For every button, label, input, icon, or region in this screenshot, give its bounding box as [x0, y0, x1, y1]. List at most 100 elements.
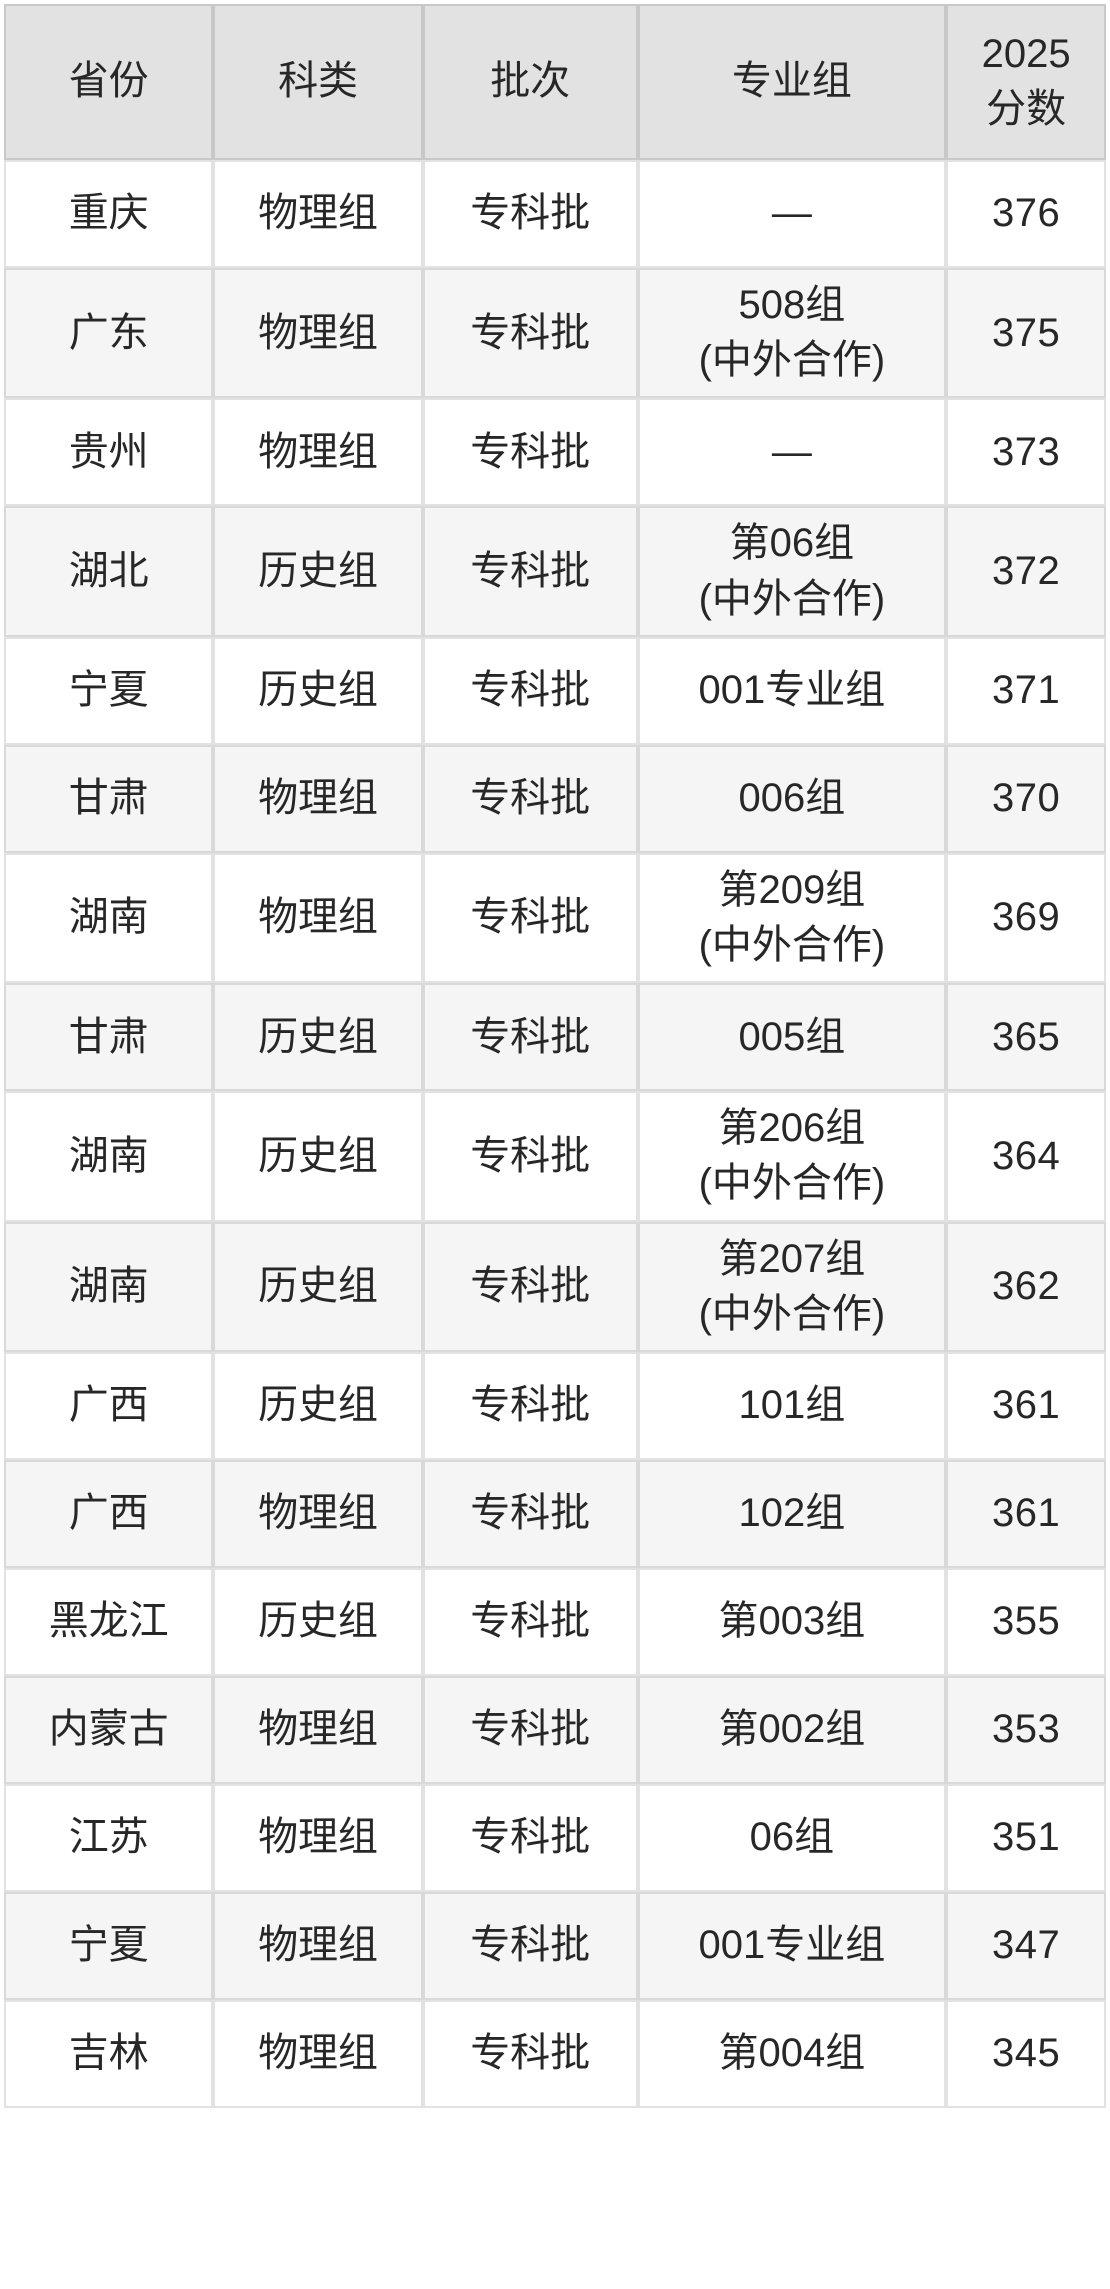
cell-category: 历史组: [213, 1351, 423, 1460]
cell-group: 第004组: [637, 1999, 947, 2108]
cell-province: 江苏: [4, 1783, 214, 1892]
table-row: 甘肃 历史组 专科批 005组 365: [4, 983, 1106, 1092]
cell-category: 物理组: [213, 1459, 423, 1568]
cell-category: 物理组: [213, 1675, 423, 1784]
cell-batch: 专科批: [422, 1999, 638, 2108]
cell-score: 351: [946, 1783, 1106, 1892]
table-row: 内蒙古 物理组 专科批 第002组 353: [4, 1675, 1106, 1784]
cell-province: 重庆: [4, 160, 214, 268]
cell-province: 宁夏: [4, 636, 214, 745]
cell-province: 广西: [4, 1459, 214, 1568]
cell-batch: 专科批: [422, 1567, 638, 1676]
cell-province: 黑龙江: [4, 1567, 214, 1676]
cell-group: —: [637, 160, 947, 268]
table-header: 省份 科类 批次 专业组 2025 分数: [4, 4, 1106, 160]
table-row: 湖南 历史组 专科批 第206组 (中外合作) 364: [4, 1091, 1106, 1222]
cell-score: 361: [946, 1459, 1106, 1568]
header-category: 科类: [213, 4, 423, 160]
cell-group: 001专业组: [637, 1891, 947, 2000]
cell-batch: 专科批: [422, 983, 638, 1092]
cell-province: 内蒙古: [4, 1675, 214, 1784]
cell-group: 508组 (中外合作): [637, 268, 947, 399]
table-row: 宁夏 历史组 专科批 001专业组 371: [4, 636, 1106, 745]
cell-batch: 专科批: [422, 398, 638, 507]
cell-score: 376: [946, 160, 1106, 268]
cell-category: 物理组: [213, 398, 423, 507]
cell-category: 物理组: [213, 1999, 423, 2108]
cell-group: 06组: [637, 1783, 947, 1892]
table-row: 宁夏 物理组 专科批 001专业组 347: [4, 1891, 1106, 2000]
cell-group: —: [637, 398, 947, 507]
table-row: 湖北 历史组 专科批 第06组 (中外合作) 372: [4, 506, 1106, 637]
cell-score: 375: [946, 268, 1106, 399]
cell-batch: 专科批: [422, 1459, 638, 1568]
header-row: 省份 科类 批次 专业组 2025 分数: [4, 4, 1106, 160]
cell-score: 362: [946, 1221, 1106, 1352]
cell-category: 物理组: [213, 268, 423, 399]
cell-batch: 专科批: [422, 1675, 638, 1784]
table-row: 甘肃 物理组 专科批 006组 370: [4, 744, 1106, 853]
header-score: 2025 分数: [946, 4, 1106, 160]
cell-group: 102组: [637, 1459, 947, 1568]
cell-batch: 专科批: [422, 1891, 638, 2000]
table-row: 广西 历史组 专科批 101组 361: [4, 1351, 1106, 1460]
cell-group: 101组: [637, 1351, 947, 1460]
cell-group: 第206组 (中外合作): [637, 1091, 947, 1222]
header-batch: 批次: [422, 4, 638, 160]
cell-group: 第06组 (中外合作): [637, 506, 947, 637]
cell-province: 甘肃: [4, 744, 214, 853]
cell-province: 湖南: [4, 852, 214, 984]
cell-category: 历史组: [213, 1221, 423, 1352]
cell-province: 湖南: [4, 1221, 214, 1352]
cell-province: 广西: [4, 1351, 214, 1460]
table-row: 重庆 物理组 专科批 — 376: [4, 160, 1106, 268]
table-row: 广东 物理组 专科批 508组 (中外合作) 375: [4, 268, 1106, 399]
cell-batch: 专科批: [422, 1351, 638, 1460]
cell-group: 005组: [637, 983, 947, 1092]
cell-province: 广东: [4, 268, 214, 399]
table-row: 湖南 物理组 专科批 第209组 (中外合作) 369: [4, 852, 1106, 984]
cell-batch: 专科批: [422, 1221, 638, 1352]
cell-category: 历史组: [213, 1091, 423, 1222]
cell-group: 第003组: [637, 1567, 947, 1676]
cell-category: 物理组: [213, 744, 423, 853]
cell-category: 历史组: [213, 636, 423, 745]
cell-province: 贵州: [4, 398, 214, 507]
cell-category: 历史组: [213, 983, 423, 1092]
cell-batch: 专科批: [422, 506, 638, 637]
cell-batch: 专科批: [422, 852, 638, 984]
cell-category: 历史组: [213, 1567, 423, 1676]
table-row: 江苏 物理组 专科批 06组 351: [4, 1783, 1106, 1892]
table-row: 湖南 历史组 专科批 第207组 (中外合作) 362: [4, 1221, 1106, 1352]
cell-category: 历史组: [213, 506, 423, 637]
cell-group: 001专业组: [637, 636, 947, 745]
table-row: 广西 物理组 专科批 102组 361: [4, 1459, 1106, 1568]
cell-score: 365: [946, 983, 1106, 1092]
cell-score: 345: [946, 1999, 1106, 2108]
cell-score: 370: [946, 744, 1106, 853]
cell-score: 369: [946, 852, 1106, 984]
cell-group: 第002组: [637, 1675, 947, 1784]
cell-batch: 专科批: [422, 636, 638, 745]
cell-score: 361: [946, 1351, 1106, 1460]
page: 省份 科类 批次 专业组 2025 分数 重庆 物理组 专科批 — 376 广东…: [4, 4, 1106, 2108]
cell-score: 355: [946, 1567, 1106, 1676]
cell-batch: 专科批: [422, 744, 638, 853]
cell-province: 甘肃: [4, 983, 214, 1092]
cell-score: 373: [946, 398, 1106, 507]
cell-group: 第207组 (中外合作): [637, 1221, 947, 1352]
cell-province: 湖南: [4, 1091, 214, 1222]
cell-group: 006组: [637, 744, 947, 853]
cell-score: 371: [946, 636, 1106, 745]
cell-category: 物理组: [213, 160, 423, 268]
table-row: 黑龙江 历史组 专科批 第003组 355: [4, 1567, 1106, 1676]
table-body: 重庆 物理组 专科批 — 376 广东 物理组 专科批 508组 (中外合作) …: [4, 160, 1106, 2108]
cell-score: 372: [946, 506, 1106, 637]
header-province: 省份: [4, 4, 214, 160]
header-group: 专业组: [637, 4, 947, 160]
cell-province: 吉林: [4, 1999, 214, 2108]
table-row: 贵州 物理组 专科批 — 373: [4, 398, 1106, 507]
cell-batch: 专科批: [422, 160, 638, 268]
cell-batch: 专科批: [422, 1783, 638, 1892]
cell-score: 347: [946, 1891, 1106, 2000]
